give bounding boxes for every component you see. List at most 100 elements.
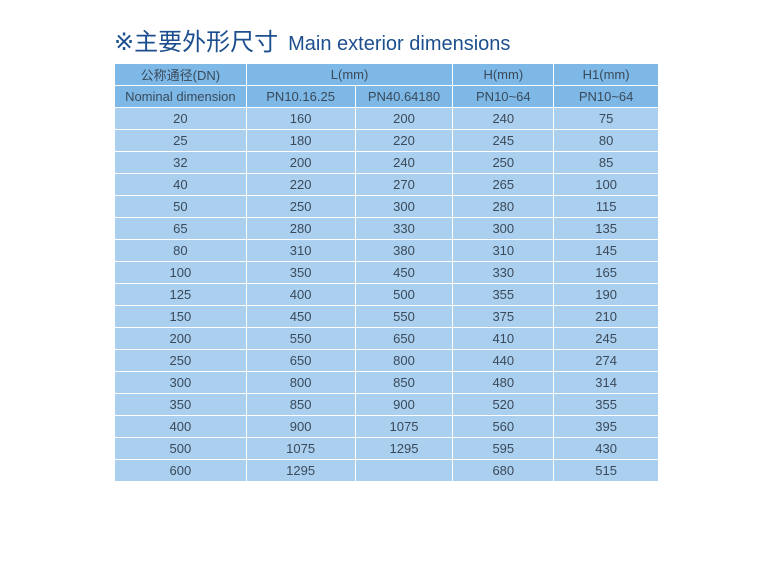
table-cell: 300 bbox=[354, 195, 454, 218]
table-cell: 395 bbox=[553, 415, 659, 438]
table-cell: 280 bbox=[452, 195, 555, 218]
table-cell: 165 bbox=[553, 261, 659, 284]
header-h1: H1(mm) bbox=[553, 63, 659, 86]
table-cell: 40 bbox=[114, 173, 247, 196]
table-cell: 200 bbox=[245, 151, 356, 174]
table-cell: 650 bbox=[354, 327, 454, 350]
table-cell: 900 bbox=[354, 393, 454, 416]
table-cell: 145 bbox=[553, 239, 659, 262]
table-cell: 135 bbox=[553, 217, 659, 240]
title-cn: ※主要外形尺寸 bbox=[114, 28, 279, 56]
table-cell: 250 bbox=[452, 151, 555, 174]
table-cell: 50 bbox=[114, 195, 247, 218]
table-cell: 210 bbox=[553, 305, 659, 328]
header-h-sub: PN10~64 bbox=[452, 85, 555, 108]
table-cell: 245 bbox=[452, 129, 555, 152]
table-cell: 300 bbox=[114, 371, 247, 394]
title-en: Main exterior dimensions bbox=[288, 33, 511, 55]
table-cell: 125 bbox=[114, 283, 247, 306]
table-cell: 200 bbox=[114, 327, 247, 350]
table-cell: 115 bbox=[553, 195, 659, 218]
table-cell: 274 bbox=[553, 349, 659, 372]
dimensions-table: 公称通径(DN) L(mm) H(mm) H1(mm) Nominal dime… bbox=[114, 63, 659, 482]
table-row: 32 200 240 250 85 bbox=[114, 151, 659, 174]
table-row: 500 1075 1295 595 430 bbox=[114, 437, 659, 460]
table-cell: 450 bbox=[245, 305, 356, 328]
table-cell: 280 bbox=[245, 217, 356, 240]
table-cell: 32 bbox=[114, 151, 247, 174]
table-cell: 240 bbox=[452, 107, 555, 130]
table-row: 80 310 380 310 145 bbox=[114, 239, 659, 262]
table-cell: 270 bbox=[354, 173, 454, 196]
table-cell: 150 bbox=[114, 305, 247, 328]
table-cell: 160 bbox=[245, 107, 356, 130]
table-cell: 75 bbox=[553, 107, 659, 130]
header-l-sub1: PN10.16.25 bbox=[245, 85, 356, 108]
table-cell: 400 bbox=[245, 283, 356, 306]
table-cell: 520 bbox=[452, 393, 555, 416]
table-cell: 800 bbox=[245, 371, 356, 394]
table-row: 50 250 300 280 115 bbox=[114, 195, 659, 218]
table-cell: 20 bbox=[114, 107, 247, 130]
table-cell: 300 bbox=[452, 217, 555, 240]
table-cell: 350 bbox=[114, 393, 247, 416]
table-cell: 250 bbox=[114, 349, 247, 372]
table-cell: 595 bbox=[452, 437, 555, 460]
table-cell: 80 bbox=[114, 239, 247, 262]
table-cell: 1295 bbox=[245, 459, 356, 482]
table-cell: 200 bbox=[354, 107, 454, 130]
table-row: 250 650 800 440 274 bbox=[114, 349, 659, 372]
table-row: 40 220 270 265 100 bbox=[114, 173, 659, 196]
table-cell: 245 bbox=[553, 327, 659, 350]
table-row: 150 450 550 375 210 bbox=[114, 305, 659, 328]
table-cell: 310 bbox=[245, 239, 356, 262]
table-cell: 560 bbox=[452, 415, 555, 438]
table-cell: 314 bbox=[553, 371, 659, 394]
table-row: 20 160 200 240 75 bbox=[114, 107, 659, 130]
table-row: 300 800 850 480 314 bbox=[114, 371, 659, 394]
table-cell: 480 bbox=[452, 371, 555, 394]
header-l: L(mm) bbox=[245, 63, 454, 86]
table-cell: 850 bbox=[245, 393, 356, 416]
table-cell: 850 bbox=[354, 371, 454, 394]
table-cell: 190 bbox=[553, 283, 659, 306]
table-cell: 450 bbox=[354, 261, 454, 284]
table-cell: 240 bbox=[354, 151, 454, 174]
table-cell: 65 bbox=[114, 217, 247, 240]
table-cell: 220 bbox=[245, 173, 356, 196]
table-cell: 265 bbox=[452, 173, 555, 196]
table-cell: 500 bbox=[114, 437, 247, 460]
table-row: 25 180 220 245 80 bbox=[114, 129, 659, 152]
subheader-row: Nominal dimension PN10.16.25 PN40.64180 … bbox=[114, 85, 659, 108]
table-row: 600 1295 680 515 bbox=[114, 459, 659, 482]
table-cell: 180 bbox=[245, 129, 356, 152]
table-cell: 220 bbox=[354, 129, 454, 152]
table-cell: 600 bbox=[114, 459, 247, 482]
table-cell: 1295 bbox=[354, 437, 454, 460]
page-title: ※主要外形尺寸 Main exterior dimensions bbox=[114, 22, 510, 57]
table-cell: 80 bbox=[553, 129, 659, 152]
table-cell: 430 bbox=[553, 437, 659, 460]
header-row: 公称通径(DN) L(mm) H(mm) H1(mm) bbox=[114, 63, 659, 86]
table-cell: 375 bbox=[452, 305, 555, 328]
table-cell: 350 bbox=[245, 261, 356, 284]
table-cell: 330 bbox=[354, 217, 454, 240]
table-cell: 440 bbox=[452, 349, 555, 372]
table-cell: 650 bbox=[245, 349, 356, 372]
table-cell: 900 bbox=[245, 415, 356, 438]
table-cell: 550 bbox=[354, 305, 454, 328]
header-l-sub2: PN40.64180 bbox=[354, 85, 454, 108]
table-row: 400 900 1075 560 395 bbox=[114, 415, 659, 438]
table-cell bbox=[354, 459, 454, 482]
table-cell: 680 bbox=[452, 459, 555, 482]
table-row: 100 350 450 330 165 bbox=[114, 261, 659, 284]
table-cell: 1075 bbox=[354, 415, 454, 438]
table-cell: 330 bbox=[452, 261, 555, 284]
table-cell: 250 bbox=[245, 195, 356, 218]
table-cell: 500 bbox=[354, 283, 454, 306]
table-cell: 100 bbox=[553, 173, 659, 196]
table-row: 350 850 900 520 355 bbox=[114, 393, 659, 416]
table-cell: 400 bbox=[114, 415, 247, 438]
table-cell: 380 bbox=[354, 239, 454, 262]
table-cell: 410 bbox=[452, 327, 555, 350]
